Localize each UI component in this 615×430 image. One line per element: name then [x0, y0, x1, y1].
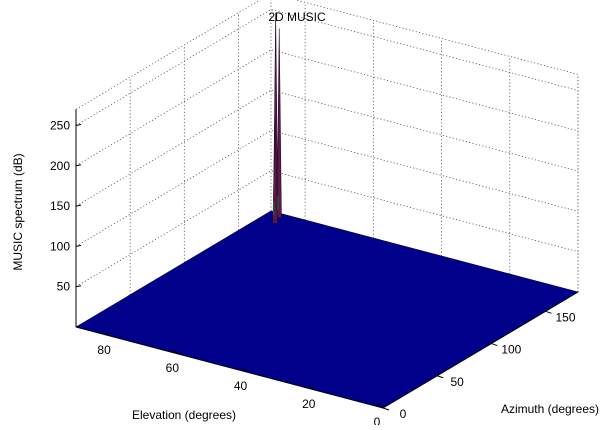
z-tick [75, 204, 82, 207]
chart-title: 2D MUSIC [268, 10, 326, 24]
z-gridline [75, 49, 579, 167]
y-tick-label: 50 [450, 375, 464, 389]
spectrum-surface [75, 210, 579, 409]
x-tick [173, 349, 179, 355]
spectrum-peak [272, 118, 278, 224]
x-tick-label: 20 [302, 397, 316, 411]
z-tick [75, 164, 82, 167]
x-tick-label: 60 [166, 361, 180, 375]
z-tick [75, 124, 82, 126]
x-tick [377, 403, 384, 409]
wall-edge [75, 0, 261, 110]
x-tick-label: 0 [374, 415, 381, 425]
y-tick-label: 0 [400, 407, 407, 421]
spectrum-peak [276, 28, 282, 219]
z-tick-label: 150 [50, 199, 70, 213]
y-tick-label: 100 [501, 343, 521, 357]
z-tick [75, 244, 82, 247]
elevation-axis-line [75, 326, 384, 409]
y-tick [382, 407, 390, 411]
x-axis-label: Elevation (degrees) [132, 408, 236, 422]
y-tick [437, 375, 444, 379]
label-layer: 2D MUSIC Elevation (degrees) Azimuth (de… [11, 10, 599, 422]
z-axis-label: MUSIC spectrum (dB) [11, 153, 25, 270]
y-tick [545, 310, 552, 314]
z-tick-label: 200 [50, 159, 70, 173]
peak-layer [272, 12, 282, 224]
z-tick-label: 50 [57, 280, 71, 294]
z-gridline [75, 129, 579, 247]
z-gridline [75, 170, 579, 288]
x-tick-label: 80 [97, 343, 111, 357]
z-gridline [75, 9, 579, 126]
z-tick-label: 100 [50, 239, 70, 253]
y-axis-label: Azimuth (degrees) [501, 402, 599, 416]
axis-layer: 0 20 40 60 80 0 50 100 150 50 100 150 200 250 [50, 109, 579, 429]
surface-layer [75, 210, 579, 409]
y-tick-label: 150 [555, 310, 575, 324]
z-tick-label: 250 [50, 119, 70, 133]
z-gridline [75, 89, 579, 207]
x-tick-label: 40 [234, 379, 248, 393]
z-tick [75, 285, 82, 288]
y-tick [491, 343, 498, 347]
x-tick [309, 385, 316, 391]
x-tick [104, 331, 111, 337]
x-tick [241, 367, 247, 373]
